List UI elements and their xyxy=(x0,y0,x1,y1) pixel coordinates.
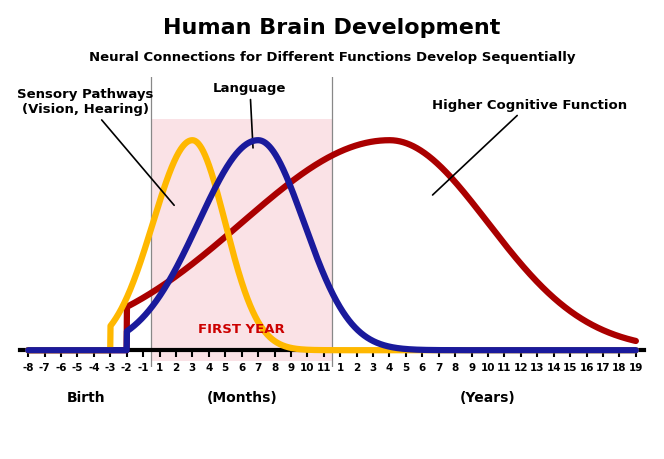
Text: Higher Cognitive Function: Higher Cognitive Function xyxy=(432,99,627,196)
Text: Neural Connections for Different Functions Develop Sequentially: Neural Connections for Different Functio… xyxy=(89,50,575,63)
Text: Human Brain Development: Human Brain Development xyxy=(163,18,501,38)
Text: Language: Language xyxy=(213,82,287,149)
Text: (Years): (Years) xyxy=(460,390,516,404)
Bar xyxy=(151,120,332,361)
Text: FIRST YEAR: FIRST YEAR xyxy=(199,323,285,336)
Text: Sensory Pathways
(Vision, Hearing): Sensory Pathways (Vision, Hearing) xyxy=(17,88,174,206)
Text: (Months): (Months) xyxy=(207,390,277,404)
Text: Birth: Birth xyxy=(66,390,105,404)
